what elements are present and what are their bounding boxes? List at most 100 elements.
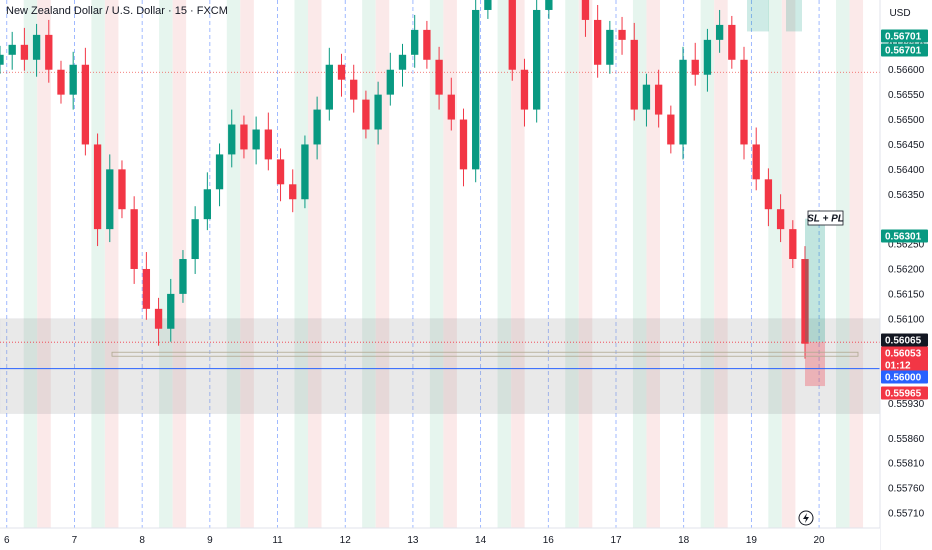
annotation-label: SL + PL <box>807 214 844 225</box>
candle-body <box>472 9 480 170</box>
price-tick-label: 0.56100 <box>888 314 925 325</box>
time-tick-label: 13 <box>407 535 419 546</box>
time-tick-label: 20 <box>814 535 826 546</box>
time-axis[interactable]: 6 7 8 9 11 12 13 14 16 17 18 19 20 <box>0 527 880 550</box>
session-band-green <box>565 0 579 528</box>
candle-body <box>374 94 382 130</box>
candle-body <box>313 109 321 145</box>
candle-body <box>435 59 443 95</box>
price-badge-target <box>881 229 928 243</box>
candle-body <box>630 39 638 110</box>
price-tick-label: 0.55760 <box>888 484 925 495</box>
session-band-red <box>646 0 660 528</box>
price-badge-take-profit-2 <box>881 43 928 57</box>
take-profit-box[interactable] <box>786 0 802 32</box>
take-profit-box[interactable] <box>747 0 769 32</box>
candle-body <box>167 293 175 329</box>
candle-body <box>252 129 260 150</box>
session-band-red <box>578 0 593 528</box>
session-band-red <box>37 0 51 528</box>
candle-body <box>325 64 333 110</box>
candle-body <box>593 19 602 65</box>
price-tick-label: 0.55930 <box>888 399 925 410</box>
session-band-red <box>240 0 254 528</box>
session-band-red <box>781 0 796 528</box>
time-tick-label: 11 <box>272 535 283 546</box>
price-badges: 0.56701 0.56701 0.56301 0.56065 0.5605301:12… <box>798 29 928 526</box>
price-tick-label: 0.56150 <box>888 289 925 300</box>
candle-body <box>240 124 248 150</box>
candle-body <box>459 119 468 170</box>
candle-body <box>642 84 651 110</box>
time-tick-label: 18 <box>678 535 690 546</box>
entry-line-box[interactable] <box>111 351 859 357</box>
session-band-red <box>443 0 457 528</box>
candle-body <box>20 44 29 60</box>
candle-body <box>350 79 358 100</box>
candle-body <box>667 114 675 145</box>
candle-body <box>215 154 224 190</box>
candle-body <box>398 54 407 70</box>
price-badge-countdown <box>881 358 928 372</box>
time-tick-label: 14 <box>475 535 487 546</box>
candle-body <box>654 84 663 115</box>
session-band-red <box>375 0 390 528</box>
candle-body <box>32 34 41 60</box>
session-band-red <box>511 0 525 528</box>
candle-body <box>533 9 541 110</box>
position-tools[interactable]: SL + PL <box>0 0 880 387</box>
price-badge-label: 0.55965 <box>885 389 922 400</box>
candle-body <box>142 268 151 309</box>
stop-loss-box[interactable] <box>805 342 825 387</box>
target-box[interactable] <box>805 218 825 343</box>
price-axis[interactable]: USD0.566500.566000.565500.565000.564500.… <box>879 0 932 550</box>
price-badge-last-price <box>881 346 928 360</box>
candle-body <box>8 44 16 55</box>
price-badge-zone-top <box>881 333 928 347</box>
price-badge-label: 01:12 <box>885 361 911 372</box>
session-band-red <box>849 0 864 528</box>
candle-body <box>362 99 370 130</box>
session-band-red <box>104 0 119 528</box>
candle-body <box>179 259 187 294</box>
candle-body <box>508 0 516 70</box>
candle-body <box>337 64 346 80</box>
annotation-box[interactable] <box>807 210 844 226</box>
candle-body <box>289 184 297 200</box>
price-tick-label: 0.56200 <box>888 264 925 275</box>
time-tick-label: 8 <box>139 535 145 546</box>
candle-body <box>789 229 797 260</box>
price-tick-label: 0.56350 <box>888 190 925 201</box>
session-bands <box>23 0 864 528</box>
candle-body <box>520 69 529 110</box>
candle-body <box>264 129 272 160</box>
price-tick-label: 0.55860 <box>888 434 925 445</box>
currency-label: USD <box>889 8 910 19</box>
time-tick-label: 12 <box>340 535 352 546</box>
candle-body <box>69 64 77 95</box>
candle-body <box>276 159 285 185</box>
candle-body <box>0 54 4 65</box>
candle-body <box>154 308 163 329</box>
price-badge-label: 0.56701 <box>885 32 922 43</box>
candle-body <box>81 64 90 145</box>
candle-body <box>130 209 138 269</box>
candle-body <box>752 144 760 180</box>
candle-body <box>106 169 114 230</box>
candle-body <box>93 144 102 230</box>
price-badge-label: 0.56701 <box>885 46 922 57</box>
price-tick-label: 0.56450 <box>888 140 925 151</box>
session-band-green <box>294 0 308 528</box>
candle-body <box>57 69 65 95</box>
session-band-green <box>497 0 512 528</box>
support-zone <box>0 318 881 414</box>
session-band-red <box>714 0 728 528</box>
price-badge-label: 0.56000 <box>885 373 922 384</box>
candle-body <box>581 0 590 20</box>
chart-title: New Zealand Dollar / U.S. Dollar · 15 · … <box>6 5 228 17</box>
price-badge-label: 0.56301 <box>885 232 922 243</box>
price-tick-label: 0.56400 <box>888 165 925 176</box>
price-tick-label: 0.56250 <box>888 240 925 251</box>
candle-body <box>203 189 212 220</box>
